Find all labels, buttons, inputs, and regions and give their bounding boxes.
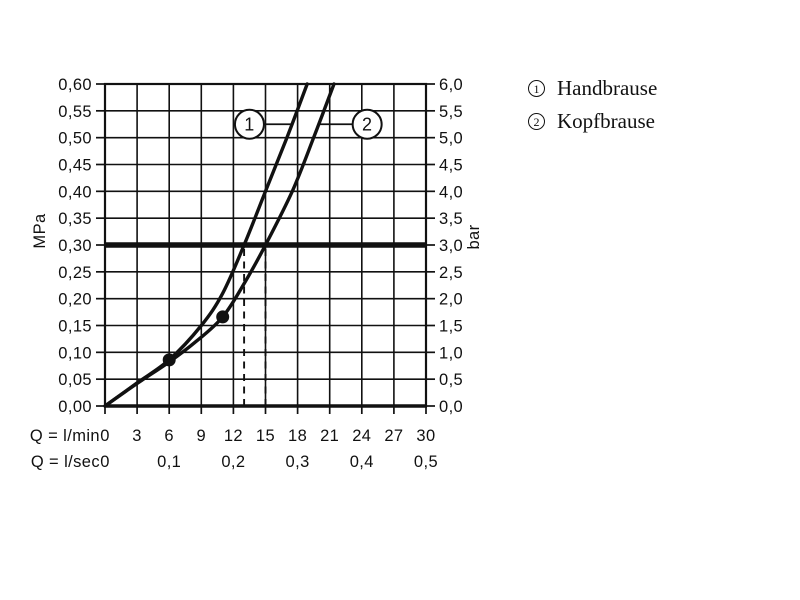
mpa-tick-label: 0,10 xyxy=(58,344,92,362)
x-tick-label: 27 xyxy=(384,427,403,445)
x-tick-label: 0,5 xyxy=(414,453,438,471)
curve-label-number-1: 1 xyxy=(244,115,254,135)
mpa-tick-label: 0,60 xyxy=(58,76,92,94)
mpa-tick-label: 0,25 xyxy=(58,264,92,282)
mpa-tick-label: 0,00 xyxy=(58,398,92,416)
x-tick-label: 0,2 xyxy=(221,453,245,471)
x-tick-label: 0,3 xyxy=(286,453,310,471)
mpa-tick-label: 0,30 xyxy=(58,237,92,255)
bar-tick-label: 4,0 xyxy=(439,183,463,201)
legend-label-kopfbrause: Kopfbrause xyxy=(557,109,655,133)
circled-1-icon: 1 xyxy=(528,80,545,97)
curves xyxy=(103,82,336,408)
mpa-tick-label: 0,35 xyxy=(58,210,92,228)
curve-point-dot xyxy=(162,353,176,367)
curve-point-dot xyxy=(216,310,230,324)
bar-tick-label: 0,0 xyxy=(439,398,463,416)
mpa-tick-label: 0,15 xyxy=(58,317,92,335)
legend-item-kopfbrause: 2 Kopfbrause xyxy=(528,109,657,134)
curve-label-number-2: 2 xyxy=(362,115,372,135)
x-axis-row-label: Q = l/sec xyxy=(31,453,100,471)
x-tick-label: 3 xyxy=(132,427,142,445)
circled-2-icon: 2 xyxy=(528,113,545,130)
legend: 1 Handbrause 2 Kopfbrause xyxy=(528,76,657,134)
bar-tick-label: 5,0 xyxy=(439,130,463,148)
mpa-tick-label: 0,20 xyxy=(58,291,92,309)
mpa-tick-label: 0,55 xyxy=(58,103,92,121)
bar-tick-label: 4,5 xyxy=(439,156,463,174)
curve-label-circle-2 xyxy=(351,108,383,140)
mpa-tick-label: 0,05 xyxy=(58,371,92,389)
bar-tick-label: 3,5 xyxy=(439,210,463,228)
y-axis-title-mpa: MPa xyxy=(31,213,49,249)
x-tick-label: 0,4 xyxy=(350,453,374,471)
x-tick-label: 0 xyxy=(100,453,110,471)
x-tick-label: 18 xyxy=(288,427,307,445)
x-tick-label: 0 xyxy=(100,427,110,445)
x-tick-label: 15 xyxy=(256,427,275,445)
mpa-tick-label: 0,40 xyxy=(58,183,92,201)
bar-tick-label: 3,0 xyxy=(439,237,463,255)
x-tick-label: 24 xyxy=(352,427,371,445)
bar-tick-label: 1,0 xyxy=(439,344,463,362)
x-tick-label: 30 xyxy=(416,427,435,445)
bar-tick-label: 0,5 xyxy=(439,371,463,389)
x-tick-label: 6 xyxy=(164,427,174,445)
mpa-tick-label: 0,45 xyxy=(58,156,92,174)
x-axis-row-label: Q = l/min xyxy=(30,427,100,445)
bar-tick-label: 6,0 xyxy=(439,76,463,94)
x-tick-label: 21 xyxy=(320,427,339,445)
x-tick-label: 12 xyxy=(224,427,243,445)
y-axis-title-bar: bar xyxy=(465,224,483,249)
bar-tick-label: 5,5 xyxy=(439,103,463,121)
legend-label-handbrause: Handbrause xyxy=(557,76,658,100)
curve-label-circle-1 xyxy=(233,108,265,140)
curve-kopfbrause xyxy=(103,82,336,408)
bar-tick-label: 2,0 xyxy=(439,291,463,309)
bar-tick-label: 2,5 xyxy=(439,264,463,282)
bar-tick-label: 1,5 xyxy=(439,317,463,335)
mpa-tick-label: 0,50 xyxy=(58,130,92,148)
legend-item-handbrause: 1 Handbrause xyxy=(528,76,657,101)
x-tick-label: 0,1 xyxy=(157,453,181,471)
x-tick-label: 9 xyxy=(197,427,207,445)
